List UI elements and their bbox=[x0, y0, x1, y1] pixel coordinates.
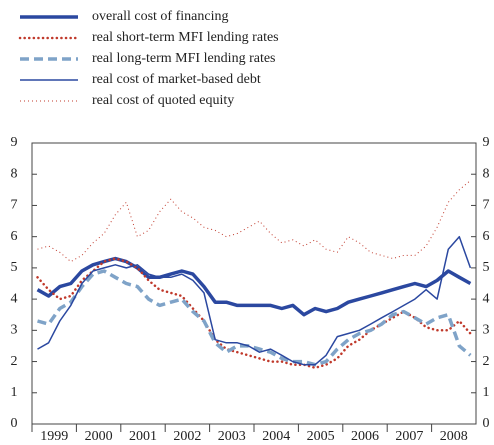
legend-label: real short-term MFI lending rates bbox=[92, 30, 279, 45]
y2-tick-label: 7 bbox=[483, 198, 490, 213]
x-tick-label: 2000 bbox=[85, 429, 113, 444]
y-tick-label: 6 bbox=[11, 229, 18, 244]
x-tick-label: 2005 bbox=[307, 429, 335, 444]
y2-tick-label: 1 bbox=[483, 385, 490, 400]
series-line bbox=[37, 235, 472, 366]
series-line bbox=[36, 257, 472, 370]
series-line bbox=[36, 256, 472, 317]
series-line bbox=[37, 269, 472, 367]
y-tick-label: 5 bbox=[11, 260, 18, 275]
y2-tick-label: 8 bbox=[483, 166, 490, 181]
x-tick-label: 2001 bbox=[129, 429, 157, 444]
x-tick-label: 1999 bbox=[40, 429, 68, 444]
legend-label: real cost of quoted equity bbox=[92, 93, 234, 108]
y-tick-label: 7 bbox=[11, 198, 18, 213]
legend-label: overall cost of financing bbox=[92, 9, 228, 24]
x-tick-label: 2004 bbox=[262, 429, 290, 444]
y-tick-label: 9 bbox=[11, 135, 18, 150]
y2-tick-label: 9 bbox=[483, 135, 490, 150]
x-tick-label: 2003 bbox=[218, 429, 246, 444]
y2-tick-label: 6 bbox=[483, 229, 490, 244]
x-tick-label: 2006 bbox=[351, 429, 379, 444]
x-tick-label: 2008 bbox=[440, 429, 468, 444]
y-tick-label: 8 bbox=[11, 166, 18, 181]
x-tick-label: 2002 bbox=[173, 429, 201, 444]
y2-tick-label: 5 bbox=[483, 260, 490, 275]
y2-tick-label: 4 bbox=[483, 291, 490, 306]
y-tick-label: 3 bbox=[11, 323, 18, 338]
legend-label: real long-term MFI lending rates bbox=[92, 51, 276, 66]
y2-tick-label: 3 bbox=[483, 323, 490, 338]
y-tick-label: 1 bbox=[11, 385, 18, 400]
x-tick-label: 2007 bbox=[395, 429, 423, 444]
legend-label: real cost of market-based debt bbox=[92, 72, 261, 87]
y2-tick-label: 2 bbox=[483, 354, 490, 369]
y-tick-label: 0 bbox=[11, 416, 18, 431]
series-line bbox=[37, 180, 471, 263]
y2-tick-label: 0 bbox=[483, 416, 490, 431]
y-tick-label: 4 bbox=[11, 291, 18, 306]
y-tick-label: 2 bbox=[11, 354, 18, 369]
